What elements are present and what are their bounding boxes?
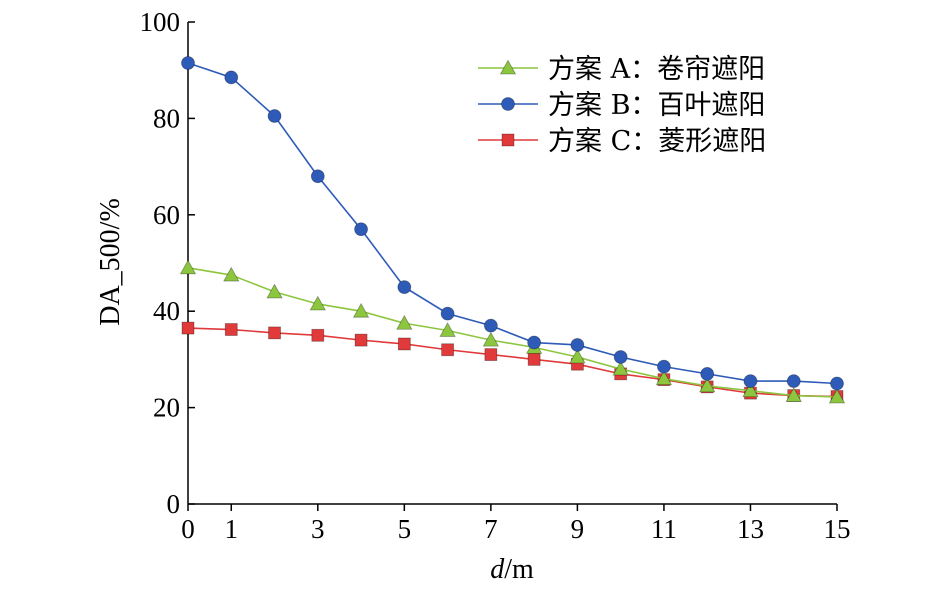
data-point: [742, 382, 759, 398]
data-point: [613, 350, 628, 364]
data-point: [267, 109, 282, 123]
data-point: [224, 323, 238, 336]
data-point: [482, 331, 500, 347]
x-tick-label: 1: [225, 514, 239, 544]
y-ticks: 0 20 40 60 80 100: [140, 7, 195, 519]
legend-marker: [501, 133, 515, 147]
series-b: [181, 56, 844, 391]
y-axis-label: DA_500/%: [95, 198, 126, 326]
data-point: [352, 302, 370, 318]
series-a: [179, 259, 846, 404]
data-point: [828, 388, 846, 404]
legend-label: 方案 A：卷帘遮阳: [548, 54, 765, 85]
data-point: [699, 377, 716, 393]
data-point: [655, 370, 673, 386]
data-point: [527, 352, 541, 366]
data-point: [657, 359, 671, 374]
legend-label: 方案 B：百叶遮阳: [548, 90, 765, 121]
y-tick-label: 20: [153, 393, 180, 423]
data-point: [440, 306, 455, 321]
series-line: [187, 327, 838, 398]
legend-marker: [499, 59, 517, 75]
data-point: [223, 266, 240, 282]
x-tick-label: 0: [181, 514, 195, 544]
y-tick-label: 40: [153, 296, 180, 326]
data-point: [527, 335, 542, 350]
data-point: [181, 321, 195, 335]
data-point: [310, 169, 325, 184]
series-layer: [179, 56, 846, 404]
y-tick-label: 80: [153, 103, 180, 133]
x-tick-label: 15: [824, 514, 851, 544]
x-tick-label: 3: [311, 514, 325, 544]
data-point: [396, 314, 413, 330]
legend-label: 方案 C：菱形遮阳: [548, 126, 766, 157]
legend-item: 方案 C：菱形遮阳: [478, 126, 766, 157]
data-point: [268, 326, 281, 340]
data-point: [441, 343, 455, 357]
x-tick-label: 5: [398, 514, 412, 544]
data-point: [569, 348, 586, 364]
data-point: [179, 259, 197, 275]
data-point: [309, 295, 326, 311]
y-tick-label: 0: [167, 489, 181, 519]
data-point: [700, 366, 715, 381]
data-point: [612, 360, 629, 376]
data-point: [483, 318, 498, 333]
legend-item: 方案 B：百叶遮阳: [478, 90, 765, 121]
x-tick-label: 11: [651, 514, 677, 544]
x-tick-label: 9: [571, 514, 585, 544]
data-point: [224, 70, 239, 85]
legend-marker: [501, 97, 515, 111]
series-line: [187, 267, 838, 398]
data-point: [785, 387, 802, 402]
data-point: [397, 280, 412, 295]
x-ticks: 0 1 3 5 7 9 11 13 15: [181, 504, 851, 544]
y-tick-label: 60: [153, 200, 180, 230]
x-tick-label: 13: [737, 514, 764, 544]
data-point: [830, 376, 844, 391]
data-point: [311, 328, 325, 342]
data-point: [786, 374, 801, 388]
data-point: [570, 338, 585, 352]
data-point: [397, 337, 411, 351]
data-point: [354, 333, 368, 347]
data-point: [484, 348, 498, 361]
x-tick-label: 7: [484, 514, 498, 544]
data-point: [181, 56, 195, 70]
legend-item: 方案 A：卷帘遮阳: [478, 54, 765, 85]
data-point: [743, 374, 758, 388]
series-line: [187, 62, 838, 385]
y-tick-label: 100: [140, 7, 181, 37]
data-point: [439, 322, 456, 337]
data-point: [354, 222, 368, 237]
data-point: [266, 283, 283, 299]
x-axis-label: d/m: [490, 554, 534, 585]
